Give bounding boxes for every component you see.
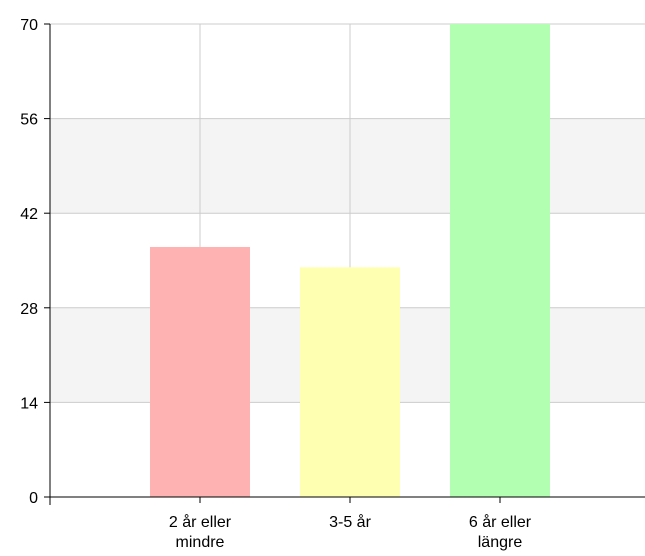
x-category-label: 2 år eller mindre bbox=[169, 513, 232, 551]
y-tick-label: 56 bbox=[20, 112, 38, 129]
x-category-label-line: 6 år eller bbox=[469, 513, 532, 531]
y-tick-label: 70 bbox=[20, 17, 38, 34]
bar bbox=[300, 267, 400, 497]
y-tick-labels: 0 14 28 42 56 70 bbox=[20, 17, 38, 507]
y-tick-label: 28 bbox=[20, 301, 38, 318]
bars bbox=[150, 24, 550, 497]
y-tick-label: 0 bbox=[29, 490, 38, 507]
x-category-labels: 2 år eller mindre 3-5 år 6 år eller längre bbox=[169, 513, 532, 551]
axes bbox=[44, 23, 645, 505]
grid-band bbox=[50, 118, 645, 214]
x-category-label: 6 år eller längre bbox=[469, 513, 532, 551]
x-category-label-line: mindre bbox=[176, 534, 225, 551]
bar bbox=[150, 246, 250, 497]
x-category-label-line: längre bbox=[478, 534, 523, 551]
x-category-label-line: 2 år eller bbox=[169, 513, 232, 531]
x-category-label-line: 3-5 år bbox=[329, 513, 371, 531]
x-category-label: 3-5 år bbox=[329, 513, 371, 531]
bar bbox=[450, 24, 550, 497]
y-tick-label: 42 bbox=[20, 206, 38, 223]
y-tick-label: 14 bbox=[20, 395, 38, 412]
